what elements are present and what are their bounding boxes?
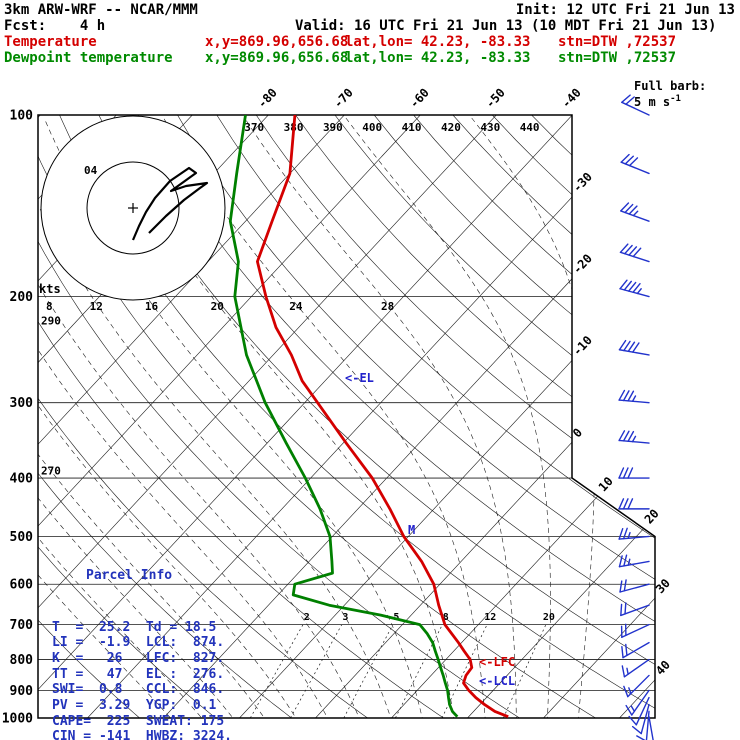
svg-text:kts: kts — [39, 282, 61, 296]
svg-text:900: 900 — [10, 684, 34, 699]
parcel-info-row: T = 25.2 Td = 18.5 — [52, 619, 217, 635]
temperature-trace — [255, 115, 509, 718]
valid-time: Valid: 16 UTC Fri 21 Jun 13 (10 MDT Fri … — [295, 18, 717, 34]
svg-text:-40: -40 — [559, 86, 584, 111]
svg-text:8: 8 — [443, 612, 449, 623]
barb-legend-exponent: -1 — [670, 94, 681, 104]
dewpoint-latlon: lat,lon= 42.23, -83.33 — [345, 50, 531, 66]
temperature-xy: x,y=869.96,656.68 — [205, 34, 349, 50]
svg-text:12: 12 — [484, 612, 496, 623]
hodograph-inner-ring — [86, 161, 180, 255]
barb-legend-value: 5 m s — [634, 95, 671, 109]
svg-text:8: 8 — [46, 300, 53, 313]
svg-text:-10: -10 — [570, 333, 595, 358]
svg-text:-20: -20 — [570, 251, 595, 276]
barb-legend-title: Full barb: — [634, 79, 707, 93]
level-annotations: <-EL M <-LFC <-LCL — [345, 371, 515, 688]
wind-barbs — [618, 94, 654, 740]
svg-text:390: 390 — [323, 121, 343, 134]
svg-text:500: 500 — [10, 530, 34, 545]
parcel-info-row: PV = 3.29 YGP: 0.1 — [52, 698, 217, 714]
svg-text:440: 440 — [520, 121, 540, 134]
svg-text:700: 700 — [10, 618, 34, 633]
svg-text:-80: -80 — [255, 86, 280, 111]
svg-text:3: 3 — [342, 612, 348, 623]
svg-text:M: M — [408, 523, 415, 537]
svg-text:20: 20 — [543, 612, 555, 623]
svg-text:<-EL: <-EL — [345, 371, 374, 385]
svg-text:420: 420 — [441, 121, 461, 134]
svg-text:10: 10 — [596, 474, 616, 494]
svg-text:800: 800 — [10, 653, 34, 668]
svg-text:1000: 1000 — [2, 712, 33, 727]
dewpoint-xy: x,y=869.96,656.68 — [205, 50, 349, 66]
svg-text:12: 12 — [90, 300, 103, 313]
parcel-info-row: CAPE= 225 SWEAT: 175 — [52, 713, 225, 729]
svg-text:<-LFC: <-LFC — [479, 655, 515, 669]
forecast-hour: Fcst: 4 h — [4, 18, 106, 34]
model-title: 3km ARW-WRF -- NCAR/MMM — [4, 2, 198, 18]
svg-text:400: 400 — [362, 121, 382, 134]
svg-text:-30: -30 — [570, 170, 595, 195]
temperature-legend-label: Temperature — [4, 34, 97, 50]
parcel-info-row: TT = 47 EL : 276. — [52, 666, 225, 682]
parcel-info-row: CIN = -141 HWBZ: 3224. — [52, 729, 233, 740]
parcel-info-rows: T = 25.2 Td = 18.5 LI = -1.9 LCL: 874. K =… — [52, 620, 232, 740]
svg-text:400: 400 — [10, 472, 34, 487]
svg-text:20: 20 — [211, 300, 224, 313]
svg-text:410: 410 — [402, 121, 422, 134]
temperature-latlon: lat,lon= 42.23, -83.33 — [345, 34, 531, 50]
svg-text:370: 370 — [244, 121, 264, 134]
parcel-info-row: LI = -1.9 LCL: 874. — [52, 635, 225, 651]
parcel-info-panel: Parcel Info T = 25.2 Td = 18.5 LI = -1.9 … — [52, 537, 232, 740]
svg-text:2: 2 — [304, 612, 310, 623]
dry-adiabat-lines — [38, 115, 655, 718]
svg-text:270: 270 — [41, 464, 61, 477]
svg-text:<-LCL: <-LCL — [479, 674, 515, 688]
svg-text:40: 40 — [653, 658, 673, 678]
svg-text:200: 200 — [10, 290, 34, 305]
svg-text:28: 28 — [381, 300, 394, 313]
svg-text:-70: -70 — [331, 86, 356, 111]
svg-text:430: 430 — [480, 121, 500, 134]
dewpoint-station: stn=DTW ,72537 — [558, 50, 677, 66]
barb-legend-value-line: 5 m s-1 — [634, 93, 706, 109]
dewpoint-legend-label: Dewpoint temperature — [4, 50, 173, 66]
svg-text:04: 04 — [84, 164, 98, 177]
hodograph-wind-trace — [131, 166, 209, 241]
svg-text:16: 16 — [145, 300, 159, 313]
dewpoint-trace — [228, 115, 459, 718]
hodograph-inset: 04 kts — [39, 115, 226, 301]
plot-outline — [37, 114, 656, 719]
parcel-info-title: Parcel Info — [86, 568, 173, 584]
barb-legend: Full barb: 5 m s-1 — [634, 80, 706, 109]
svg-text:30: 30 — [653, 576, 673, 596]
temperature-station: stn=DTW ,72537 — [558, 34, 677, 50]
parcel-info-row: K = 26 LFC: 827. — [52, 650, 225, 666]
svg-text:-50: -50 — [483, 86, 508, 111]
sounding-traces — [228, 115, 509, 718]
svg-text:600: 600 — [10, 578, 34, 593]
pressure-gridlines — [38, 115, 655, 718]
mixing-ratio-lines — [249, 624, 547, 718]
svg-text:290: 290 — [41, 314, 61, 327]
svg-text:100: 100 — [10, 109, 34, 124]
parcel-info-row: SWI= 0.8 CCL: 846. — [52, 682, 225, 698]
svg-text:300: 300 — [10, 396, 34, 411]
svg-text:24: 24 — [289, 300, 303, 313]
svg-text:-60: -60 — [407, 86, 432, 111]
init-time: Init: 12 UTC Fri 21 Jun 13 — [515, 2, 735, 18]
